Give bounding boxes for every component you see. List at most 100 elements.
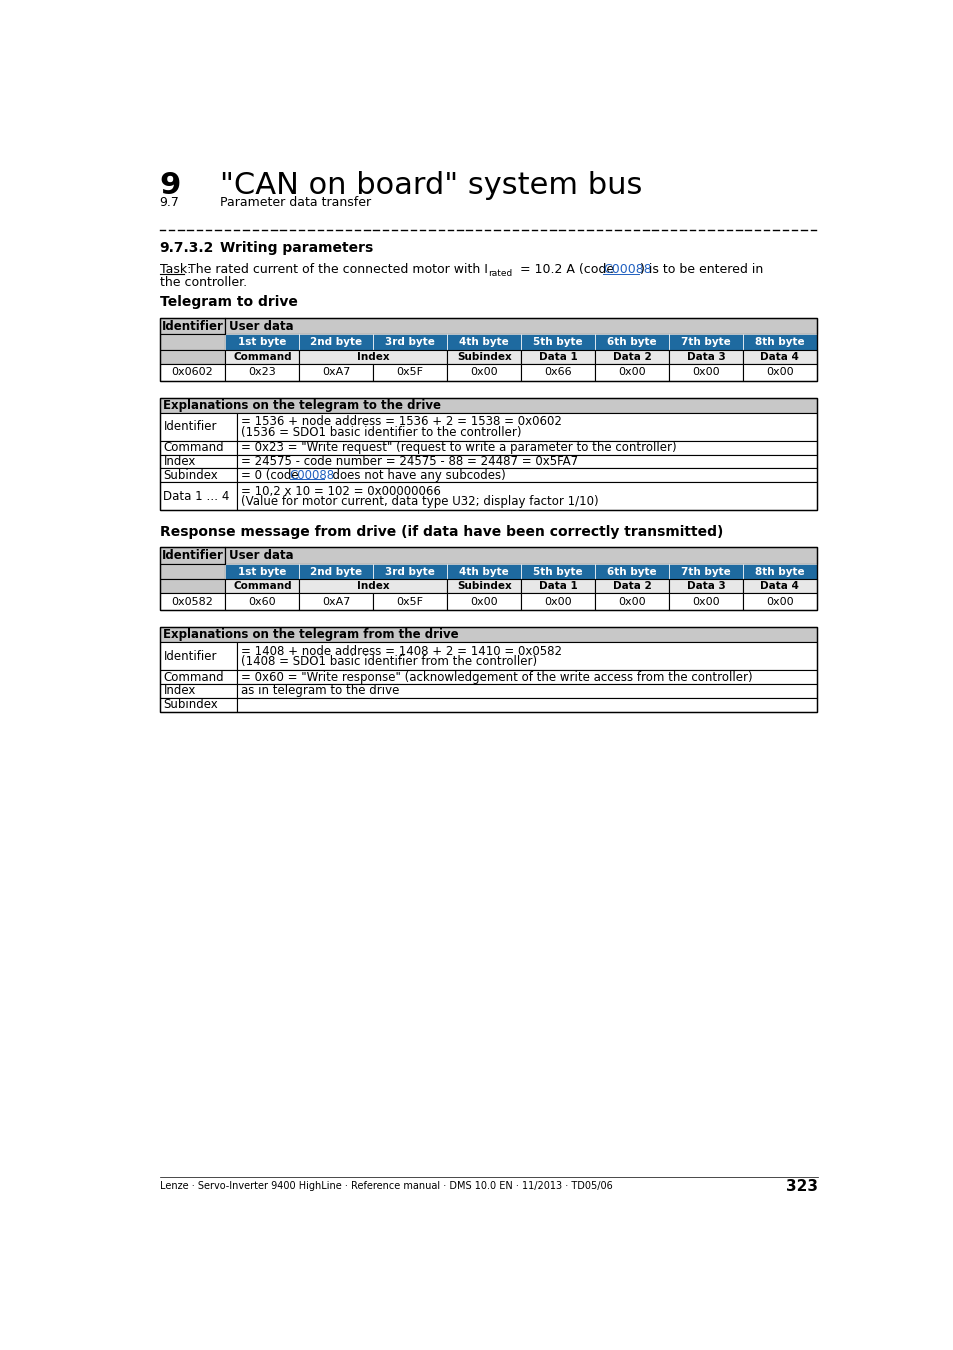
Bar: [668, 579, 742, 593]
Bar: [236, 482, 816, 510]
Text: 1st byte: 1st byte: [238, 338, 286, 347]
Bar: [447, 579, 520, 593]
Text: Command: Command: [163, 671, 224, 683]
Bar: [225, 363, 299, 381]
Text: Data 1: Data 1: [538, 582, 577, 591]
Bar: [159, 698, 236, 711]
Text: Data 1: Data 1: [538, 352, 577, 362]
Bar: [520, 363, 595, 381]
Bar: [159, 440, 236, 455]
Text: 2nd byte: 2nd byte: [310, 338, 362, 347]
Text: Subindex: Subindex: [456, 582, 511, 591]
Text: = 0x23 = "Write request" (request to write a parameter to the controller): = 0x23 = "Write request" (request to wri…: [241, 441, 676, 454]
Text: 0x0602: 0x0602: [172, 367, 213, 377]
Bar: [159, 564, 225, 579]
Bar: [159, 335, 225, 350]
Bar: [225, 335, 299, 350]
Bar: [159, 547, 816, 610]
Text: (1536 = SDO1 basic identifier to the controller): (1536 = SDO1 basic identifier to the con…: [241, 425, 521, 439]
Text: Index: Index: [356, 582, 389, 591]
Text: 0x5F: 0x5F: [396, 597, 423, 606]
Text: Response message from drive (if data have been correctly transmitted): Response message from drive (if data hav…: [159, 525, 722, 539]
Bar: [595, 593, 668, 610]
Bar: [236, 413, 816, 440]
Text: Index: Index: [163, 455, 195, 468]
Bar: [742, 564, 816, 579]
Text: = 10.2 A (code: = 10.2 A (code: [516, 263, 618, 277]
Text: 0x5F: 0x5F: [396, 367, 423, 377]
Bar: [236, 440, 816, 455]
Bar: [742, 363, 816, 381]
Text: Writing parameters: Writing parameters: [220, 242, 373, 255]
Bar: [373, 363, 447, 381]
Text: Data 4: Data 4: [760, 582, 799, 591]
Text: 0x00: 0x00: [765, 367, 793, 377]
Bar: [159, 398, 816, 413]
Text: 1st byte: 1st byte: [238, 567, 286, 576]
Bar: [668, 593, 742, 610]
Text: Identifier: Identifier: [163, 649, 216, 663]
Bar: [595, 564, 668, 579]
Bar: [236, 698, 816, 711]
Bar: [225, 593, 299, 610]
Bar: [595, 335, 668, 350]
Text: = 0 (code: = 0 (code: [241, 468, 302, 482]
Bar: [299, 363, 373, 381]
Bar: [373, 564, 447, 579]
Text: 5th byte: 5th byte: [533, 338, 582, 347]
Bar: [520, 593, 595, 610]
Bar: [447, 335, 520, 350]
Text: 8th byte: 8th byte: [754, 567, 803, 576]
Text: 0x00: 0x00: [618, 367, 645, 377]
Text: Subindex: Subindex: [456, 352, 511, 362]
Text: 323: 323: [785, 1179, 818, 1193]
Text: = 0x60 = "Write response" (acknowledgement of the write access from the controll: = 0x60 = "Write response" (acknowledgeme…: [241, 671, 752, 683]
Bar: [236, 670, 816, 684]
Text: = 1536 + node address = 1536 + 2 = 1538 = 0x0602: = 1536 + node address = 1536 + 2 = 1538 …: [241, 416, 561, 428]
Text: Lenze · Servo-Inverter 9400 HighLine · Reference manual · DMS 10.0 EN · 11/2013 : Lenze · Servo-Inverter 9400 HighLine · R…: [159, 1181, 612, 1191]
Text: 0x00: 0x00: [470, 597, 497, 606]
Text: Data 2: Data 2: [612, 352, 651, 362]
Text: Explanations on the telegram from the drive: Explanations on the telegram from the dr…: [163, 628, 458, 641]
Text: 7th byte: 7th byte: [680, 567, 730, 576]
Bar: [159, 455, 236, 468]
Text: Telegram to drive: Telegram to drive: [159, 296, 297, 309]
Text: Parameter data transfer: Parameter data transfer: [220, 196, 371, 208]
Text: Data 1 … 4: Data 1 … 4: [163, 490, 230, 502]
Bar: [668, 564, 742, 579]
Bar: [520, 564, 595, 579]
Bar: [159, 643, 236, 670]
Bar: [447, 593, 520, 610]
Text: User data: User data: [229, 549, 294, 562]
Bar: [299, 593, 373, 610]
Text: 4th byte: 4th byte: [458, 567, 509, 576]
Text: (Value for motor current, data type U32; display factor 1/10): (Value for motor current, data type U32;…: [241, 495, 598, 508]
Text: Subindex: Subindex: [163, 468, 218, 482]
Text: Identifier: Identifier: [161, 549, 223, 562]
Bar: [595, 350, 668, 363]
Bar: [225, 579, 299, 593]
Bar: [595, 363, 668, 381]
Text: Data 3: Data 3: [686, 352, 724, 362]
Text: 0x00: 0x00: [691, 597, 719, 606]
Text: User data: User data: [229, 320, 294, 332]
Text: Explanations on the telegram to the drive: Explanations on the telegram to the driv…: [163, 398, 441, 412]
Text: Command: Command: [233, 352, 292, 362]
Text: "CAN on board" system bus: "CAN on board" system bus: [220, 170, 641, 200]
Text: the controller.: the controller.: [159, 277, 247, 289]
Bar: [159, 363, 225, 381]
Text: 8th byte: 8th byte: [754, 338, 803, 347]
Text: Data 4: Data 4: [760, 352, 799, 362]
Bar: [595, 579, 668, 593]
Bar: [447, 363, 520, 381]
Bar: [236, 468, 816, 482]
Text: 6th byte: 6th byte: [606, 567, 656, 576]
Text: 9: 9: [159, 170, 181, 200]
Text: 9.7: 9.7: [159, 196, 179, 208]
Text: Identifier: Identifier: [163, 420, 216, 433]
Bar: [225, 317, 816, 335]
Text: 0xA7: 0xA7: [322, 597, 350, 606]
Text: Task:: Task:: [159, 263, 191, 277]
Text: 0x00: 0x00: [765, 597, 793, 606]
Bar: [299, 564, 373, 579]
